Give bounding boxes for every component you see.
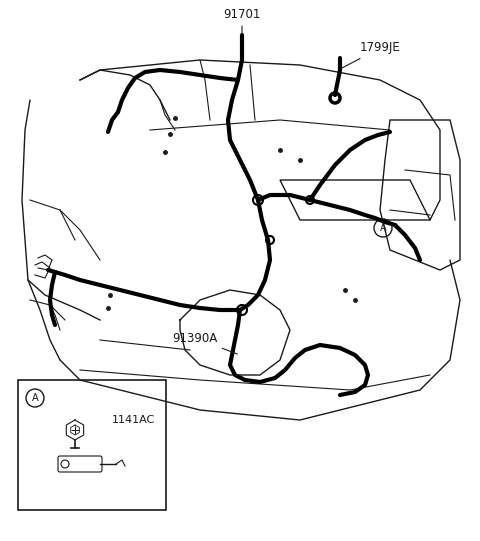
Text: A: A — [380, 223, 386, 233]
Text: 1799JE: 1799JE — [340, 42, 401, 69]
Text: A: A — [32, 393, 38, 403]
Text: 91390A: 91390A — [172, 332, 238, 354]
Text: 1141AC: 1141AC — [112, 415, 155, 425]
Bar — [18, 380, 166, 510]
Text: 91701: 91701 — [223, 8, 261, 35]
